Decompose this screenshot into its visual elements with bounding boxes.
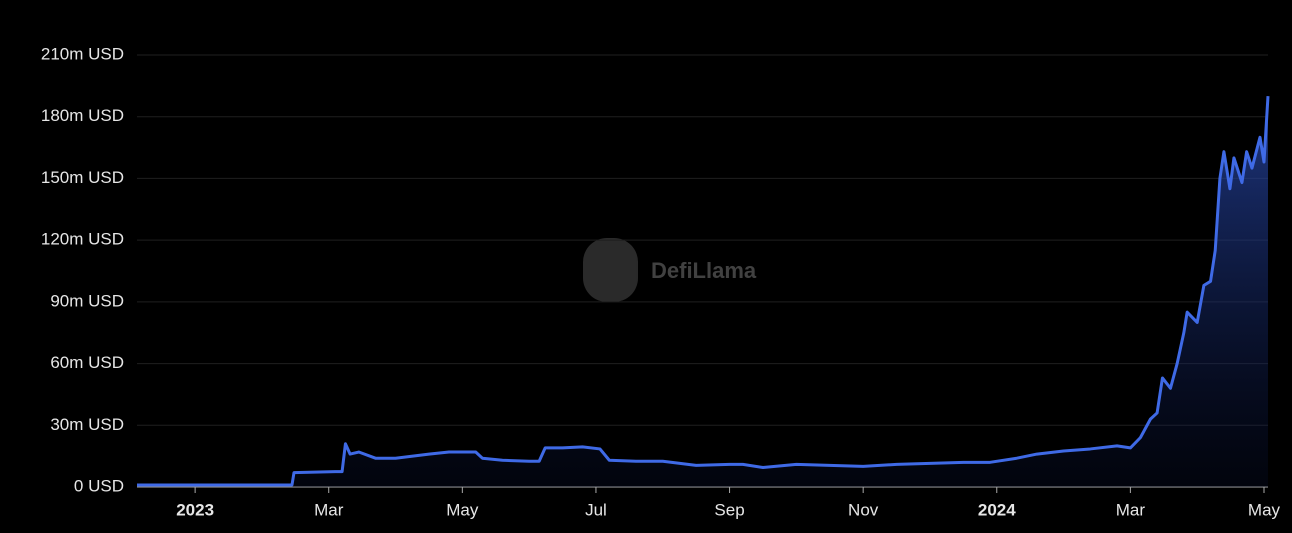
y-tick-label: 210m USD <box>41 44 124 63</box>
x-tick-label: May <box>1248 500 1281 519</box>
y-tick-label: 90m USD <box>50 291 124 310</box>
y-tick-label: 120m USD <box>41 230 124 249</box>
x-tick-label: Nov <box>848 500 879 519</box>
x-tick-label: Sep <box>714 500 744 519</box>
x-tick-label: Jul <box>585 500 607 519</box>
watermark: DefiLlama <box>583 238 757 302</box>
line <box>137 96 1270 487</box>
y-tick-label: 60m USD <box>50 353 124 372</box>
x-tick-label: May <box>446 500 479 519</box>
x-tick-label: 2024 <box>978 500 1016 519</box>
x-tick-label: Mar <box>314 500 344 519</box>
y-tick-label: 30m USD <box>50 415 124 434</box>
x-tick-label: Mar <box>1116 500 1146 519</box>
x-tick-label: 2023 <box>176 500 214 519</box>
area-fill <box>137 96 1268 488</box>
y-tick-label: 0 USD <box>74 476 124 495</box>
y-tick-label: 180m USD <box>41 106 124 125</box>
y-tick-label: 150m USD <box>41 168 124 187</box>
watermark-logo <box>583 238 638 302</box>
watermark-text: DefiLlama <box>651 258 757 283</box>
